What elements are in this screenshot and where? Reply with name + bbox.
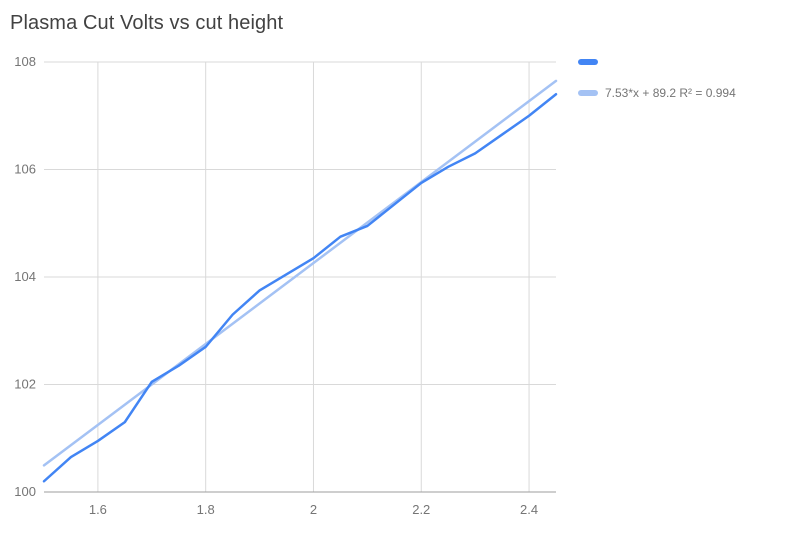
x-tick-label: 1.8 — [197, 502, 215, 517]
series-line — [42, 93, 558, 483]
legend: 7.53*x + 89.2 R² = 0.994 — [578, 56, 736, 100]
x-tick-label: 2.2 — [412, 502, 430, 517]
y-tick-label: 102 — [14, 377, 36, 392]
legend-item-trendline: 7.53*x + 89.2 R² = 0.994 — [578, 86, 736, 100]
trend-line — [42, 79, 558, 467]
y-tick-label: 104 — [14, 269, 36, 284]
legend-trendline-label: 7.53*x + 89.2 R² = 0.994 — [605, 86, 736, 100]
legend-trendline-swatch — [578, 90, 598, 96]
y-tick-label: 106 — [14, 162, 36, 177]
legend-item-series — [578, 56, 736, 68]
x-tick-label: 2.4 — [520, 502, 538, 517]
chart-title: Plasma Cut Volts vs cut height — [10, 12, 284, 34]
y-tick-label: 108 — [14, 54, 36, 69]
x-tick-label: 2 — [310, 502, 317, 517]
x-tick-label: 1.6 — [89, 502, 107, 517]
y-tick-label: 100 — [14, 484, 36, 499]
legend-series-swatch — [578, 59, 598, 65]
